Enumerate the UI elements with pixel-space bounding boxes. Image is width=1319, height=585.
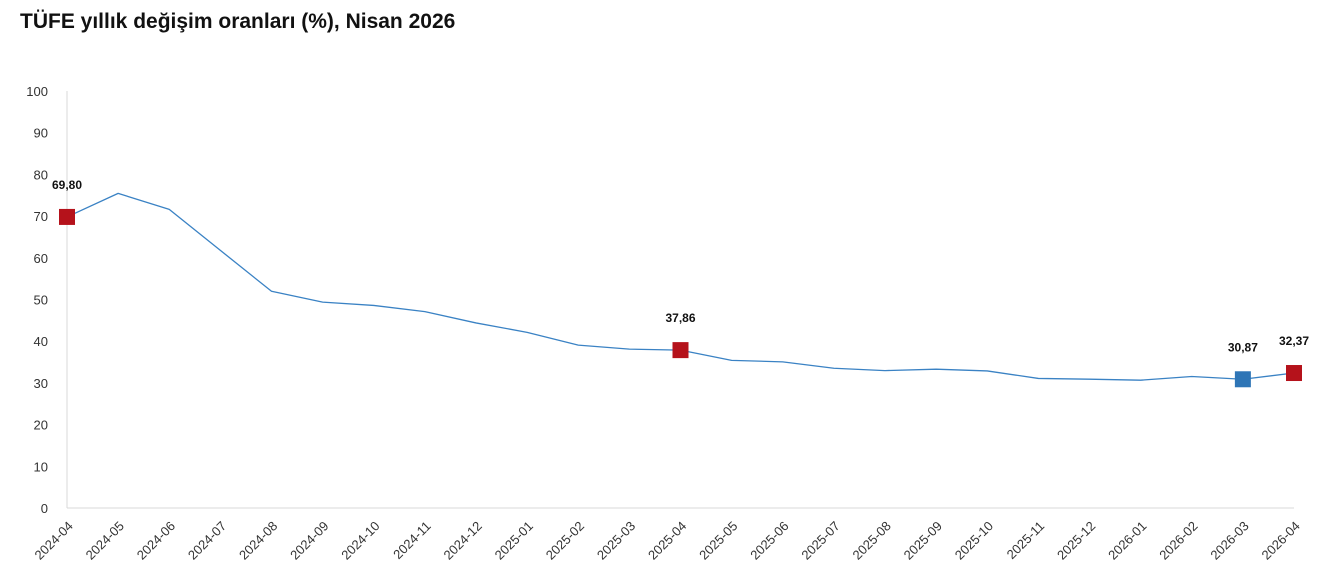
highlight-marker [1234,371,1251,388]
x-tick-label: 2024-09 [287,518,331,562]
highlight-marker [1286,365,1302,382]
y-tick-label: 50 [34,293,48,308]
x-tick-label: 2025-03 [594,518,638,562]
x-tick-label: 2025-09 [901,518,945,562]
y-tick-label: 40 [34,334,48,349]
x-tick-label: 2025-01 [492,518,536,562]
x-axis: 2024-04 2024-05 2024-06 2024-07 2024-08 2024-… [32,507,1303,563]
x-tick-label: 2025-06 [747,518,791,562]
x-tick-label: 2025-10 [952,518,996,562]
x-tick-label: 2025-11 [1004,518,1048,562]
highlight-marker [672,342,689,359]
x-tick-label: 2026-03 [1207,518,1251,562]
x-tick-label: 2025-04 [645,518,689,562]
y-tick-label: 60 [34,251,48,266]
x-tick-label: 2025-02 [543,518,587,562]
x-tick-label: 2025-07 [798,518,842,562]
y-tick-label: 0 [41,501,48,516]
y-tick-label: 20 [34,418,48,433]
x-tick-label: 2024-07 [185,518,229,562]
x-tick-label: 2024-12 [441,518,485,562]
y-tick-label: 90 [34,126,48,141]
x-tick-label: 2026-01 [1105,518,1149,562]
y-tick-label: 100 [26,84,48,99]
x-tick-label: 2024-10 [338,518,382,562]
data-label: 32,37 [1279,334,1309,348]
x-tick-label: 2024-06 [134,518,178,562]
x-tick-label: 2025-12 [1054,518,1098,562]
y-tick-label: 10 [34,459,48,474]
y-tick-label: 70 [34,209,48,224]
x-tick-label: 2026-02 [1156,518,1200,562]
y-tick-label: 30 [34,376,48,391]
highlight-markers [59,208,1302,388]
highlight-marker [59,208,75,225]
y-axis: 0 10 20 30 40 50 60 70 80 90 100 [26,84,68,516]
y-tick-label: 80 [34,167,48,182]
data-label: 30,87 [1228,340,1258,354]
x-tick-label: 2025-05 [696,518,740,562]
chart-title: TÜFE yıllık değişim oranları (%), Nisan … [20,10,456,33]
data-labels: 69,80 37,86 30,87 32,37 [52,178,1309,354]
x-tick-label: 2024-04 [32,518,76,562]
x-tick-label: 2024-11 [390,518,434,562]
data-label: 37,86 [665,311,695,325]
x-tick-label: 2024-08 [236,518,280,562]
x-tick-label: 2025-08 [850,518,894,562]
x-tick-label: 2024-05 [83,518,127,562]
data-label: 69,80 [52,178,82,192]
x-tick-label: 2026-04 [1259,518,1303,562]
